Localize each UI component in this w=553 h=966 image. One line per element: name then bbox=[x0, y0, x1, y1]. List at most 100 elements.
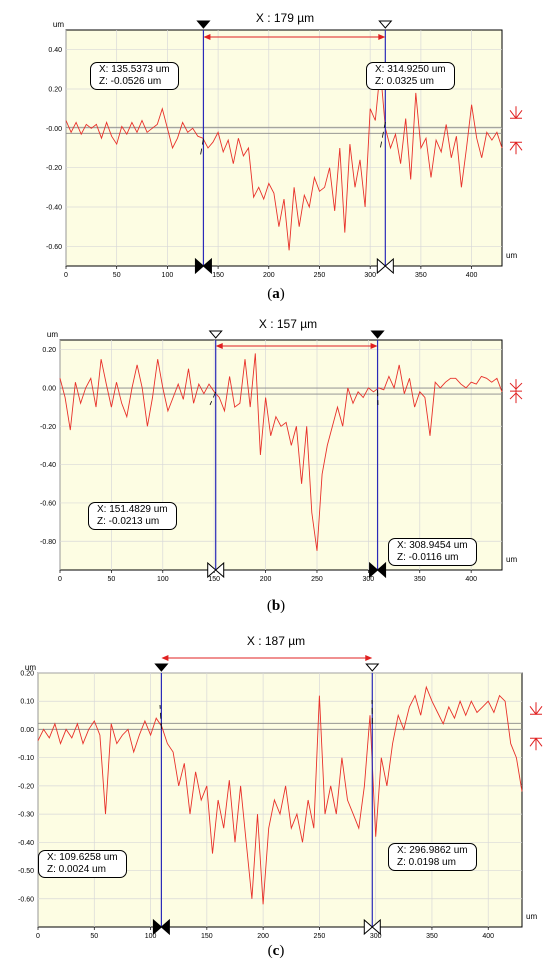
x-unit-label: um bbox=[526, 912, 537, 921]
callout-leader bbox=[199, 138, 204, 159]
y-tick-label: 0.00 bbox=[20, 727, 34, 734]
x-tick-label: 350 bbox=[426, 933, 438, 940]
y-tick-label: 0.10 bbox=[20, 699, 34, 706]
cursor-readout-left: X: 151.4829 um Z: -0.0213 um bbox=[88, 502, 177, 530]
cursor-z-text: Z: 0.0198 um bbox=[397, 857, 456, 868]
x-tick-label: 250 bbox=[311, 576, 323, 583]
panel-caption: (b) bbox=[267, 598, 285, 614]
profile-line bbox=[37, 685, 523, 905]
x-tick-label: 0 bbox=[58, 576, 62, 583]
x-tick-label: 100 bbox=[162, 272, 174, 279]
cursor-x-text: X: 296.9862 um bbox=[397, 845, 468, 856]
x-tick-label: 200 bbox=[263, 272, 275, 279]
measure-label: X : 179 µm bbox=[256, 11, 314, 25]
cursor-x-text: X: 151.4829 um bbox=[97, 504, 168, 515]
cursor-readout-right: X: 296.9862 um Z: 0.0198 um bbox=[388, 843, 477, 871]
chart-svg-c: 0 50 100 150 200 250 300 350 400 0.20 0.10 0.00 -0.1… bbox=[18, 634, 543, 959]
cursor-top-marker bbox=[196, 20, 211, 29]
x-tick-label: 200 bbox=[257, 933, 269, 940]
x-tick-label: 250 bbox=[314, 933, 326, 940]
cursor-readout-left: X: 135.5373 um Z: -0.0526 um bbox=[90, 62, 179, 90]
measure-arrowhead-left bbox=[161, 655, 169, 661]
cursor-x-text: X: 308.9454 um bbox=[397, 540, 468, 551]
cursor-top-marker bbox=[365, 663, 380, 672]
chart-panel-b: 0 50 100 150 200 250 300 350 400 0.20 0.00 -0.20 -0.… bbox=[0, 310, 553, 625]
cursor-top-marker bbox=[208, 330, 223, 339]
cursor-z-text: Z: -0.0213 um bbox=[97, 516, 160, 527]
x-unit-label: um bbox=[506, 251, 517, 260]
x-tick-label: 100 bbox=[157, 576, 169, 583]
x-tick-label: 300 bbox=[364, 272, 376, 279]
x-tick-label: 400 bbox=[482, 933, 494, 940]
measure-arrowhead-left bbox=[215, 343, 223, 349]
x-tick-label: 100 bbox=[145, 933, 157, 940]
cursor-top-marker bbox=[378, 20, 393, 29]
cursor-top-marker bbox=[154, 663, 169, 672]
x-tick-label: 150 bbox=[212, 272, 224, 279]
y-tick-label: 0.00 bbox=[42, 385, 56, 392]
cursor-x-text: X: 109.6258 um bbox=[47, 852, 118, 863]
chart-panel-a: 0 50 100 150 200 250 300 350 400 0.40 0.20 -0.00 -0.… bbox=[0, 0, 553, 310]
ref-adjust-down-icon bbox=[529, 702, 543, 716]
panel-caption: (c) bbox=[268, 943, 285, 959]
y-tick-label: 0.20 bbox=[20, 671, 34, 678]
measure-label: X : 187 µm bbox=[247, 634, 305, 648]
x-tick-label: 50 bbox=[90, 933, 98, 940]
x-tick-label: 150 bbox=[201, 933, 213, 940]
measure-label: X : 157 µm bbox=[259, 317, 317, 331]
y-tick-label: -0.40 bbox=[18, 840, 34, 847]
y-tick-label: -0.00 bbox=[46, 126, 62, 133]
profile-line bbox=[65, 69, 503, 251]
ref-adjust-up-icon bbox=[529, 737, 543, 751]
cursor-bottom-marker bbox=[207, 561, 225, 579]
cursor-top-marker bbox=[370, 330, 385, 339]
cursor-bottom-marker bbox=[369, 561, 387, 579]
x-tick-label: 400 bbox=[466, 272, 478, 279]
measure-arrowhead-left bbox=[203, 34, 211, 40]
x-tick-label: 50 bbox=[113, 272, 121, 279]
x-tick-label: 350 bbox=[415, 272, 427, 279]
callout-leader bbox=[209, 391, 217, 406]
ref-adjust-icon bbox=[509, 379, 523, 404]
y-tick-label: -0.50 bbox=[18, 868, 34, 875]
x-tick-label: 250 bbox=[314, 272, 326, 279]
cursor-bottom-marker bbox=[363, 918, 381, 936]
y-tick-label: 0.20 bbox=[48, 87, 62, 94]
cursor-x-text: X: 135.5373 um bbox=[99, 64, 170, 75]
chart-svg-b: 0 50 100 150 200 250 300 350 400 0.20 0.00 -0.20 -0.… bbox=[40, 317, 523, 614]
cursor-z-text: Z: -0.0116 um bbox=[397, 552, 459, 563]
chart-panel-c: 0 50 100 150 200 250 300 350 400 0.20 0.10 0.00 -0.1… bbox=[0, 625, 553, 966]
cursor-bottom-marker bbox=[194, 257, 212, 275]
ref-adjust-up-icon bbox=[509, 141, 523, 155]
y-tick-label: -0.20 bbox=[18, 783, 34, 790]
measure-arrowhead-right bbox=[378, 34, 386, 40]
cursor-readout-right: X: 314.9250 um Z: 0.0325 um bbox=[366, 62, 455, 90]
y-unit-label: um bbox=[53, 20, 64, 29]
ref-adjust-down-icon bbox=[509, 106, 523, 120]
x-tick-label: 200 bbox=[260, 576, 272, 583]
y-tick-label: -0.20 bbox=[46, 165, 62, 172]
cursor-bottom-marker bbox=[152, 918, 170, 936]
y-tick-label: -0.20 bbox=[40, 424, 56, 431]
x-tick-label: 300 bbox=[363, 576, 375, 583]
x-tick-label: 350 bbox=[414, 576, 426, 583]
panel-caption: (a) bbox=[267, 286, 285, 302]
x-tick-label: 0 bbox=[36, 933, 40, 940]
cursor-bottom-marker bbox=[376, 257, 394, 275]
y-tick-label: -0.10 bbox=[18, 755, 34, 762]
x-tick-label: 400 bbox=[465, 576, 477, 583]
chart-svg-a: 0 50 100 150 200 250 300 350 400 0.40 0.20 -0.00 -0.… bbox=[46, 11, 523, 302]
x-unit-label: um bbox=[506, 555, 517, 564]
y-tick-label: 0.40 bbox=[48, 47, 62, 54]
x-tick-label: 150 bbox=[208, 576, 220, 583]
measure-arrowhead-right bbox=[365, 655, 373, 661]
y-tick-label: -0.60 bbox=[46, 244, 62, 251]
y-tick-label: -0.80 bbox=[40, 539, 56, 546]
profile-line bbox=[59, 353, 503, 551]
plot-area bbox=[59, 339, 503, 571]
y-tick-label: -0.30 bbox=[18, 812, 34, 819]
y-unit-label: um bbox=[25, 663, 36, 672]
y-tick-label: 0.20 bbox=[42, 347, 56, 354]
cursor-readout-left: X: 109.6258 um Z: 0.0024 um bbox=[38, 850, 127, 878]
cursor-z-text: Z: 0.0024 um bbox=[47, 864, 106, 875]
